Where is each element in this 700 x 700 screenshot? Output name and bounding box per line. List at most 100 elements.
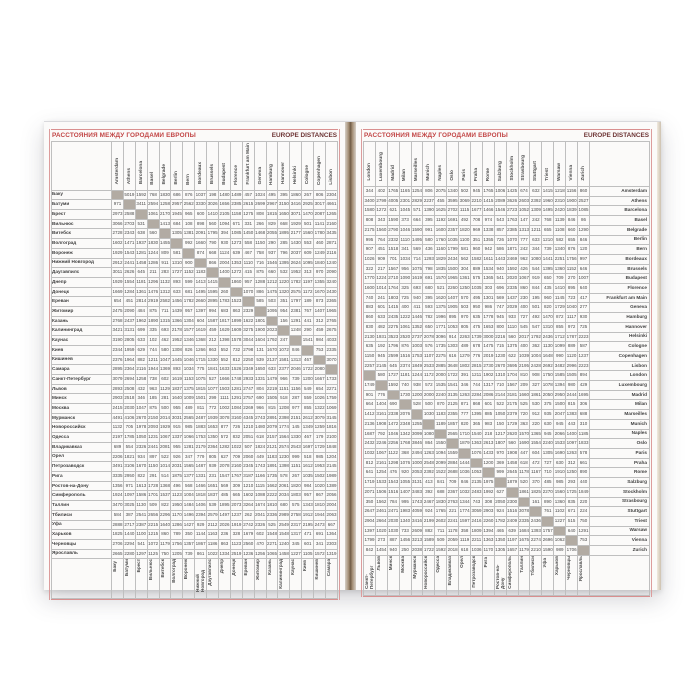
- distance-cell: 1152: [182, 267, 196, 278]
- distance-cell: 1489: [229, 189, 243, 201]
- distance-cell: 640: [565, 525, 579, 537]
- distance-cell: 846: [565, 215, 579, 226]
- distance-cell: 808: [363, 215, 376, 226]
- distance-cell: 1407: [313, 306, 327, 317]
- distance-cell: 341: [398, 244, 412, 255]
- distance-cell: 1153: [182, 373, 196, 385]
- distance-cell: 2059: [446, 535, 460, 547]
- table-row: Витебск 2728 2343 638 560 1305 1381 2091 1795 394…: [51, 228, 338, 240]
- distance-cell: 2091: [194, 228, 208, 240]
- distance-cell: 2335: [517, 515, 531, 527]
- distance-cell: 2326: [253, 519, 267, 531]
- distance-cell: 725: [577, 321, 590, 333]
- distance-cell: 1366: [170, 315, 184, 327]
- diagonal-cell: [493, 477, 507, 488]
- distance-cell: 1290: [577, 224, 590, 236]
- distance-cell: 1076: [398, 457, 412, 469]
- distance-cell: 1835: [434, 263, 448, 275]
- distance-cell: 2161: [374, 457, 388, 469]
- distance-cell: 1227: [553, 515, 567, 527]
- distance-cell: 1815: [194, 383, 208, 395]
- table-row: 1770 1224 2710 1090 1619 691 1570 1965 1361 575 13…: [363, 273, 650, 285]
- distance-cell: 1466: [481, 205, 495, 217]
- distance-cell: 267: [301, 189, 315, 201]
- city-row-label: Florence: [589, 283, 650, 294]
- city-bottom-label: Петрозаводск: [470, 554, 483, 596]
- distance-cell: 1022: [206, 548, 220, 560]
- distance-cell: 699: [134, 325, 148, 337]
- distance-cell: 3044: [241, 335, 255, 346]
- distance-cell: 1480: [253, 422, 267, 434]
- table-corner: [51, 558, 112, 600]
- table-row: Таллин 3470 3025 1130 509 822 1950 1484 1406 539 1…: [51, 500, 338, 511]
- distance-cell: 602: [158, 373, 172, 385]
- distance-cell: 2957: [170, 199, 184, 210]
- distance-cell: 1548: [265, 529, 279, 540]
- distance-cell: 1263: [422, 447, 436, 459]
- distance-cell: 1468: [253, 228, 267, 240]
- table-row: 2647 2461 2471 1983 4059 924 1765 221 1774 3059 29…: [363, 506, 650, 517]
- distance-cell: 2130: [363, 331, 376, 343]
- distance-cell: 2241: [446, 515, 460, 527]
- distance-cell: 435: [541, 283, 555, 294]
- table-row: 1799 273 887 1456 3213 1589 509 2059 1119 2211 136…: [363, 535, 650, 547]
- distance-cell: 291: [146, 470, 160, 482]
- distance-cell: 2310: [553, 195, 567, 207]
- distance-cell: 290: [265, 238, 279, 249]
- distance-cell: 1298: [386, 457, 400, 469]
- distance-cell: 930: [577, 312, 590, 323]
- city-row-label: Новороссийск: [51, 422, 112, 434]
- city-column-label-text: Basel: [150, 171, 156, 185]
- distance-cell: 1211: [146, 354, 160, 366]
- distance-cell: 1030: [386, 525, 400, 537]
- distance-cell: 992: [182, 238, 196, 249]
- distance-cell: 1541: [446, 380, 460, 391]
- city-bottom-label-text: Днепр: [219, 559, 225, 574]
- distance-cell: 1820: [289, 480, 303, 492]
- distance-cell: 930: [218, 238, 231, 249]
- city-bottom-label-text: Симферополь: [506, 555, 512, 589]
- distance-cell: 1783: [218, 296, 231, 308]
- distance-cell: 1053: [446, 321, 460, 333]
- distance-cell: 1291: [229, 393, 243, 405]
- distance-cell: 784: [386, 496, 400, 508]
- distance-cell: 1410: [206, 209, 220, 220]
- distance-cell: 1361: [458, 273, 472, 285]
- distance-cell: 2925: [301, 199, 315, 210]
- distance-cell: 1592: [434, 545, 448, 556]
- distance-cell: 1965: [325, 306, 338, 317]
- distance-cell: 1263: [458, 389, 472, 401]
- distance-cell: 1871: [505, 244, 519, 255]
- distance-cell: 1470: [301, 209, 315, 220]
- city-row-label: Минск: [51, 393, 112, 405]
- distance-cell: 1818: [194, 490, 208, 502]
- distance-cell: 667: [325, 519, 338, 531]
- distance-cell: 553: [301, 238, 315, 249]
- distance-cell: 1022: [229, 441, 243, 453]
- distance-cell: 3071: [289, 209, 303, 220]
- distance-cell: 520: [517, 477, 531, 488]
- distance-cell: 2891: [265, 412, 279, 424]
- distance-cell: 1007: [577, 273, 590, 285]
- distance-cell: 220: [577, 496, 590, 508]
- distance-cell: 984: [313, 335, 327, 346]
- distance-cell: 768: [146, 189, 160, 201]
- distance-cell: 2260: [446, 283, 460, 294]
- distance-cell: 1427: [182, 519, 196, 531]
- distance-cell: 1983: [398, 506, 412, 517]
- distance-cell: 815: [565, 399, 579, 411]
- distance-cell: 310: [577, 418, 590, 430]
- distance-cell: 1950: [170, 500, 184, 511]
- distance-cell: 661: [577, 457, 590, 469]
- city-column-label-text: Triest: [545, 168, 551, 181]
- distance-cell: 2343: [122, 228, 136, 240]
- distance-cell: 767: [301, 306, 315, 317]
- distance-cell: 889: [565, 341, 579, 352]
- distance-cell: 872: [553, 312, 567, 323]
- city-column-label: Munich: [422, 141, 436, 187]
- table-row: 842 1454 940 250 2038 1722 1592 2018 618 1036 1170…: [363, 545, 650, 556]
- distance-cell: 1397: [194, 306, 208, 317]
- distance-cell: 1875: [170, 470, 184, 482]
- distance-cell: 1687: [363, 428, 376, 440]
- distance-cell: 451: [374, 244, 388, 255]
